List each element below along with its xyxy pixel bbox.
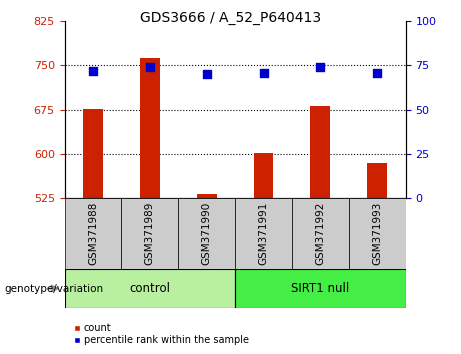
Point	[373, 70, 381, 75]
FancyBboxPatch shape	[65, 198, 121, 269]
Point	[89, 68, 97, 74]
Point	[203, 72, 210, 77]
Text: GSM371992: GSM371992	[315, 202, 325, 266]
FancyBboxPatch shape	[121, 198, 178, 269]
Text: GSM371988: GSM371988	[88, 202, 98, 266]
Legend: count, percentile rank within the sample: count, percentile rank within the sample	[70, 319, 253, 349]
Bar	[310, 106, 331, 198]
Text: GSM371989: GSM371989	[145, 202, 155, 266]
Bar	[254, 153, 273, 198]
FancyBboxPatch shape	[235, 198, 292, 269]
Point	[146, 64, 154, 70]
Bar	[140, 58, 160, 198]
FancyBboxPatch shape	[178, 198, 235, 269]
FancyBboxPatch shape	[349, 198, 406, 269]
Bar	[197, 194, 217, 198]
Text: GSM371991: GSM371991	[259, 202, 269, 266]
Text: control: control	[130, 282, 170, 295]
Point	[317, 64, 324, 70]
Text: GSM371993: GSM371993	[372, 202, 382, 266]
Bar	[83, 109, 103, 198]
Point	[260, 70, 267, 75]
Text: GSM371990: GSM371990	[201, 202, 212, 265]
Text: SIRT1 null: SIRT1 null	[291, 282, 349, 295]
Bar	[367, 163, 387, 198]
FancyBboxPatch shape	[292, 198, 349, 269]
FancyBboxPatch shape	[65, 269, 235, 308]
FancyBboxPatch shape	[235, 269, 406, 308]
Text: genotype/variation: genotype/variation	[5, 284, 104, 293]
Text: GDS3666 / A_52_P640413: GDS3666 / A_52_P640413	[140, 11, 321, 25]
